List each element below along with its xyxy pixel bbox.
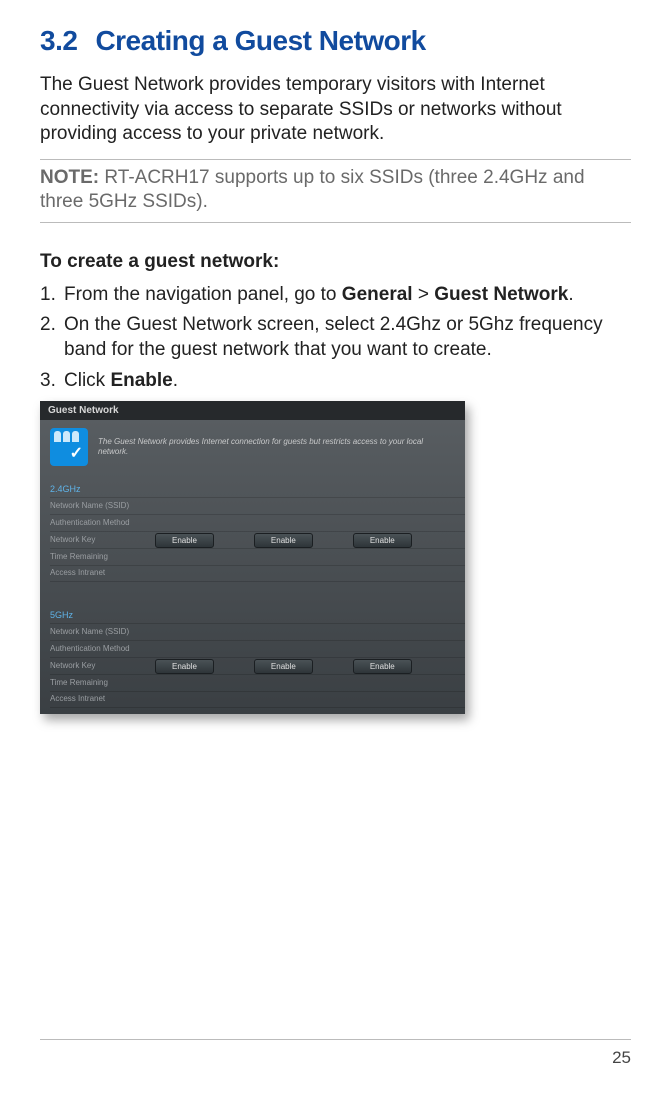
band-24ghz-label: 2.4GHz <box>40 480 465 497</box>
steps-list: From the navigation panel, go to General… <box>40 283 631 394</box>
enable-button-5-1[interactable]: Enable <box>155 659 214 674</box>
enable-button-5-2[interactable]: Enable <box>254 659 313 674</box>
field-time-24: Time Remaining <box>50 551 145 564</box>
page-number: 25 <box>612 1048 631 1068</box>
screenshot-header: Guest Network <box>40 401 465 420</box>
field-ssid-5: Network Name (SSID) <box>50 626 145 639</box>
field-key-24: Network Key <box>50 534 145 547</box>
note-label: NOTE: <box>40 167 99 188</box>
screenshot-description-text: The Guest Network provides Internet conn… <box>98 437 455 458</box>
enable-button-24-1[interactable]: Enable <box>155 533 214 548</box>
field-time-5: Time Remaining <box>50 677 145 690</box>
field-intranet-5: Access Intranet <box>50 693 145 706</box>
section-number: 3.2 <box>40 25 77 57</box>
note-box: NOTE: RT-ACRH17 supports up to six SSIDs… <box>40 159 631 223</box>
step-1: From the navigation panel, go to General… <box>40 283 631 308</box>
step-2: On the Guest Network screen, select 2.4G… <box>40 313 631 362</box>
field-ssid-24: Network Name (SSID) <box>50 500 145 513</box>
band-24ghz-section: 2.4GHz Network Name (SSID) Authenticatio… <box>40 480 465 586</box>
enable-button-24-2[interactable]: Enable <box>254 533 313 548</box>
section-heading: 3.2 Creating a Guest Network <box>40 25 631 57</box>
field-intranet-24: Access Intranet <box>50 567 145 580</box>
screenshot-description-row: The Guest Network provides Internet conn… <box>40 420 465 480</box>
section-title: Creating a Guest Network <box>95 25 425 56</box>
guest-network-icon <box>50 428 88 466</box>
enable-button-24-3[interactable]: Enable <box>353 533 412 548</box>
intro-paragraph: The Guest Network provides temporary vis… <box>40 73 631 147</box>
step-3: Click Enable. <box>40 369 631 394</box>
router-screenshot: Guest Network The Guest Network provides… <box>40 401 465 714</box>
note-body: RT-ACRH17 supports up to six SSIDs (thre… <box>40 167 585 212</box>
steps-subheading: To create a guest network: <box>40 251 631 273</box>
field-auth-24: Authentication Method <box>50 517 145 530</box>
field-key-5: Network Key <box>50 660 145 673</box>
band-5ghz-section: 5GHz Network Name (SSID) Authentication … <box>40 606 465 712</box>
band-5ghz-label: 5GHz <box>40 606 465 623</box>
enable-button-5-3[interactable]: Enable <box>353 659 412 674</box>
footer-divider <box>40 1039 631 1040</box>
field-auth-5: Authentication Method <box>50 643 145 656</box>
note-text: NOTE: RT-ACRH17 supports up to six SSIDs… <box>40 166 631 214</box>
